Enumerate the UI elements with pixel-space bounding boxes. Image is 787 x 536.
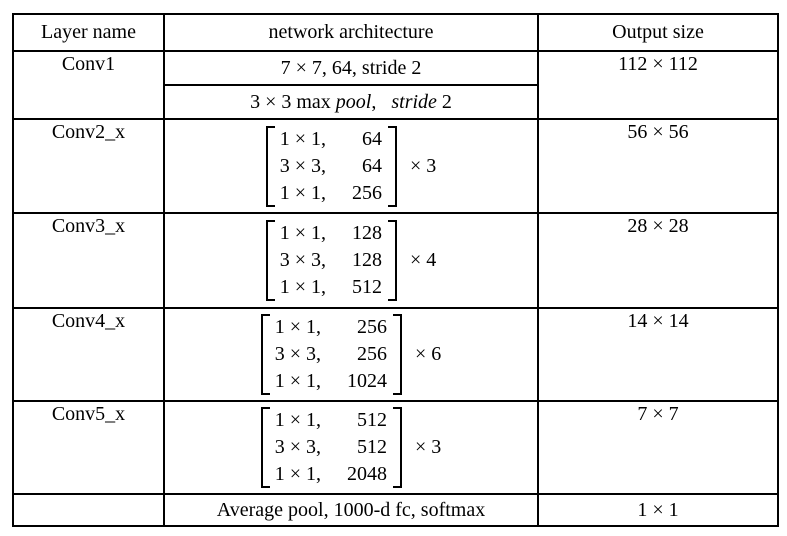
matrix-cell: 3 × 3, [274, 343, 321, 365]
matrix: 1 × 1, 64 3 × 3, 64 1 × 1, 256 [265, 125, 397, 207]
matrix-cell: 512 [357, 409, 387, 431]
header-network-architecture: network architecture [163, 13, 539, 52]
matrix-right-bracket [388, 220, 397, 301]
layer-name-cell: Conv3_x [12, 212, 165, 309]
matrix-cell: 64 [362, 154, 382, 177]
matrix-left-bracket [265, 220, 275, 301]
architecture-table: Layer name network architecture Output s… [12, 13, 779, 527]
matrix-group: 1 × 1, 128 3 × 3, 128 1 × 1, 512 × 4 [165, 220, 537, 301]
matrix-cell: 512 [357, 436, 387, 458]
matrix-cell: 1 × 1, [274, 316, 321, 338]
matrix-multiplier: × 4 [410, 249, 437, 271]
matrix-left-bracket [260, 407, 270, 488]
output-size-cell: 14 × 14 [537, 307, 779, 402]
table-row-conv1: Conv1 7 × 7, 64, stride 2 112 × 112 [12, 50, 779, 120]
matrix-cell: 1 × 1, [279, 181, 326, 204]
matrix-cell: 3 × 3, [274, 436, 321, 458]
matrix-cell: 128 [352, 222, 382, 244]
output-size-cell: 112 × 112 [537, 50, 779, 120]
matrix-multiplier: × 3 [410, 154, 437, 177]
output-size-cell: 56 × 56 [537, 118, 779, 214]
matrix-right-bracket [388, 125, 397, 207]
table-row-conv5: Conv5_x 1 × 1, 512 3 × 3, 512 1 × 1, 204… [12, 400, 779, 495]
arch-text-italic-stride: stride [391, 90, 437, 113]
arch-cell-conv3: 1 × 1, 128 3 × 3, 128 1 × 1, 512 × 4 [163, 212, 539, 309]
table-row-conv4: Conv4_x 1 × 1, 256 3 × 3, 256 1 × 1, 102… [12, 307, 779, 402]
matrix-cell: 1 × 1, [274, 463, 321, 485]
arch-text: 2 [436, 90, 452, 113]
matrix-left-bracket [265, 125, 275, 207]
layer-name-cell: Conv5_x [12, 400, 165, 495]
table-header-row: Layer name network architecture Output s… [12, 13, 779, 52]
matrix-cell: 64 [362, 127, 382, 150]
header-output-size: Output size [537, 13, 779, 52]
arch-cell-conv1-line2: 3 × 3 max pool, stride 2 [163, 84, 539, 120]
arch-text: , [371, 90, 392, 113]
matrix-grid: 1 × 1, 64 3 × 3, 64 1 × 1, 256 [275, 126, 388, 207]
matrix-grid: 1 × 1, 128 3 × 3, 128 1 × 1, 512 [275, 220, 388, 301]
matrix-cell: 256 [352, 181, 382, 204]
layer-name-cell: Conv2_x [12, 118, 165, 214]
matrix: 1 × 1, 256 3 × 3, 256 1 × 1, 1024 [260, 314, 402, 395]
matrix-cell: 256 [357, 343, 387, 365]
table-row-final: Average pool, 1000-d fc, softmax 1 × 1 [12, 493, 779, 527]
matrix-cell: 2048 [347, 463, 387, 485]
output-size-cell: 28 × 28 [537, 212, 779, 309]
matrix: 1 × 1, 128 3 × 3, 128 1 × 1, 512 [265, 220, 397, 301]
output-size-cell: 7 × 7 [537, 400, 779, 495]
matrix-grid: 1 × 1, 256 3 × 3, 256 1 × 1, 1024 [270, 314, 393, 395]
matrix: 1 × 1, 512 3 × 3, 512 1 × 1, 2048 [260, 407, 402, 488]
matrix-cell: 1 × 1, [279, 222, 326, 244]
matrix-cell: 512 [352, 276, 382, 298]
arch-cell-final: Average pool, 1000-d fc, softmax [163, 493, 539, 527]
matrix-cell: 1 × 1, [274, 409, 321, 431]
output-size-cell: 1 × 1 [537, 493, 779, 527]
header-layer-name: Layer name [12, 13, 165, 52]
arch-cell-conv4: 1 × 1, 256 3 × 3, 256 1 × 1, 1024 × 6 [163, 307, 539, 402]
matrix-group: 1 × 1, 256 3 × 3, 256 1 × 1, 1024 × 6 [165, 314, 537, 395]
matrix-right-bracket [393, 314, 402, 395]
matrix-group: 1 × 1, 512 3 × 3, 512 1 × 1, 2048 × 3 [165, 407, 537, 488]
table-row-conv3: Conv3_x 1 × 1, 128 3 × 3, 128 1 × 1, 512 [12, 212, 779, 309]
arch-cell-conv1-line1: 7 × 7, 64, stride 2 [163, 50, 539, 86]
matrix-cell: 256 [357, 316, 387, 338]
matrix-left-bracket [260, 314, 270, 395]
matrix-group: 1 × 1, 64 3 × 3, 64 1 × 1, 256 × 3 [165, 125, 537, 207]
arch-text-italic-pool: pool [335, 90, 372, 113]
matrix-cell: 1 × 1, [279, 276, 326, 298]
matrix-cell: 1024 [347, 370, 387, 392]
layer-name-cell: Conv1 [12, 50, 165, 120]
matrix-multiplier: × 3 [415, 436, 442, 458]
table-row-conv1-maxpool: 3 × 3 max pool, stride 2 [13, 84, 778, 120]
matrix-multiplier: × 6 [415, 343, 442, 365]
layer-name-cell: Conv4_x [12, 307, 165, 402]
matrix-cell: 3 × 3, [279, 154, 326, 177]
arch-text: 3 × 3 max [250, 90, 336, 113]
matrix-right-bracket [393, 407, 402, 488]
matrix-grid: 1 × 1, 512 3 × 3, 512 1 × 1, 2048 [270, 407, 393, 488]
matrix-cell: 128 [352, 249, 382, 271]
matrix-cell: 1 × 1, [279, 127, 326, 150]
table-row-conv2: Conv2_x 1 × 1, 64 3 × 3, 64 1 × 1, 256 [12, 118, 779, 214]
arch-cell-conv5: 1 × 1, 512 3 × 3, 512 1 × 1, 2048 × 3 [163, 400, 539, 495]
arch-cell-conv2: 1 × 1, 64 3 × 3, 64 1 × 1, 256 × 3 [163, 118, 539, 214]
matrix-cell: 3 × 3, [279, 249, 326, 271]
matrix-cell: 1 × 1, [274, 370, 321, 392]
layer-name-cell-empty [12, 493, 165, 527]
